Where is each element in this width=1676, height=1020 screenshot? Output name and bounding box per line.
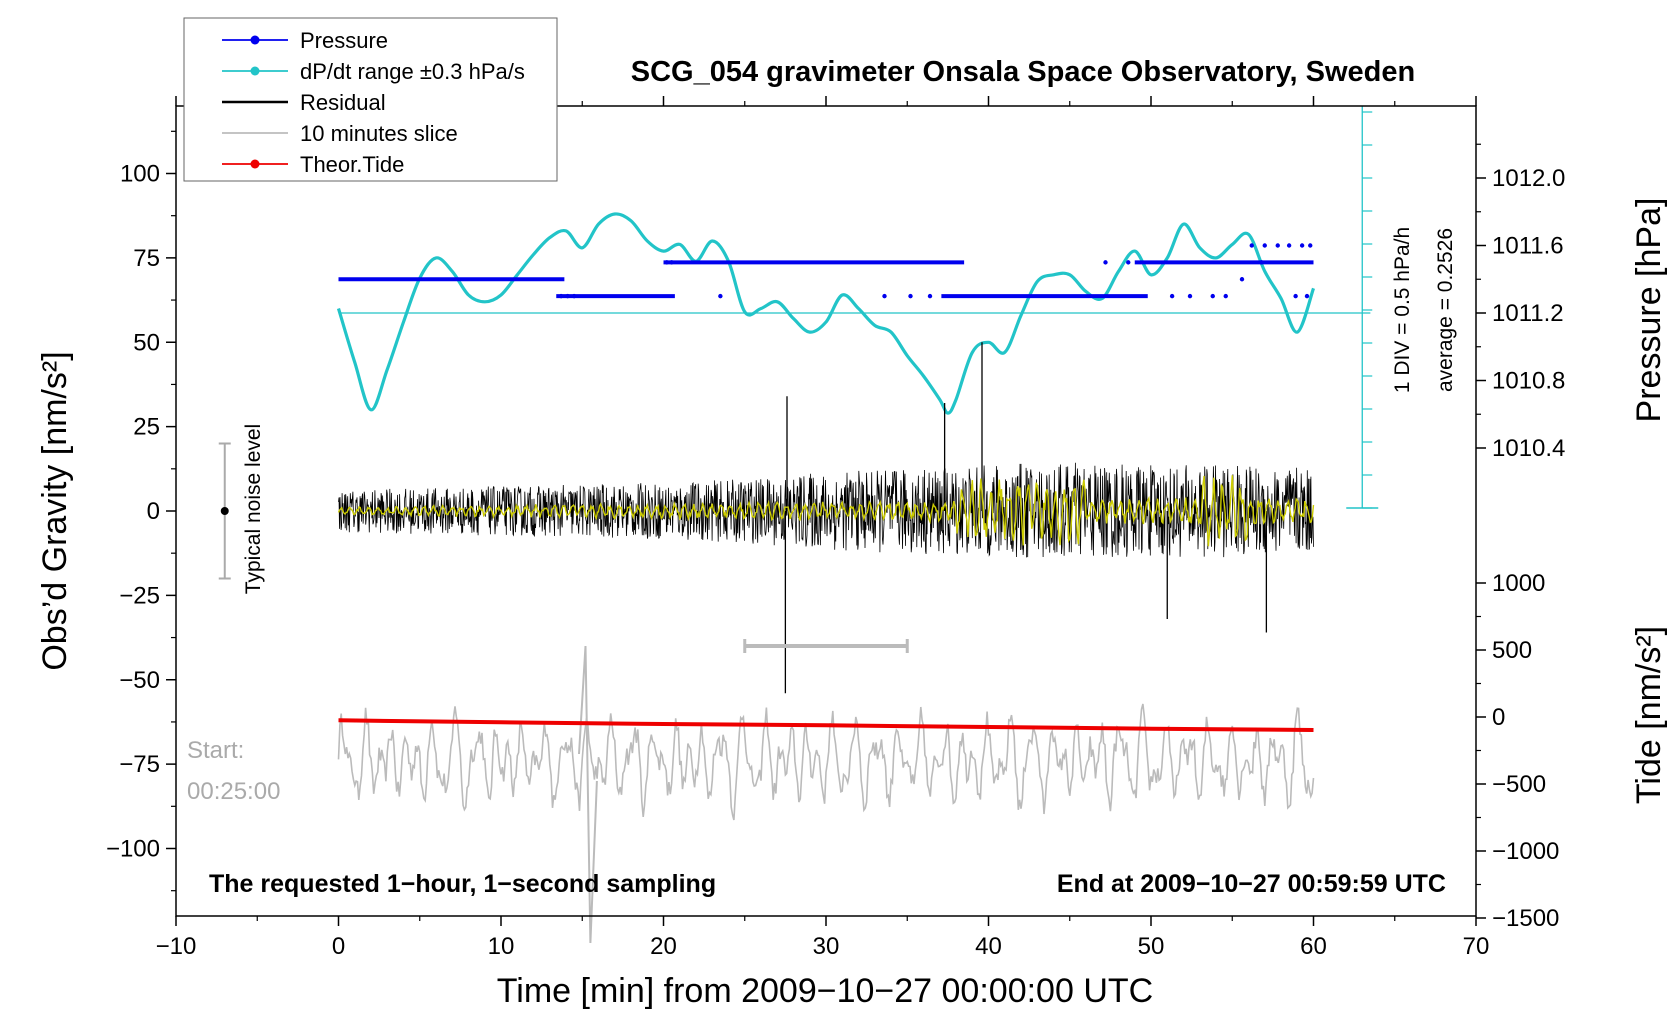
noise-level-label: Typical noise level	[242, 424, 265, 594]
pressure-dot	[1299, 243, 1305, 248]
pressure-dot	[1262, 243, 1267, 248]
x-tick-label: 60	[1300, 933, 1327, 960]
sampling-note: The requested 1−hour, 1−second sampling	[209, 870, 716, 898]
pressure-tick-label: 1012.0	[1492, 165, 1565, 192]
x-tick-label: 0	[332, 933, 345, 960]
y-axis-left-title: Obs’d Gravity [nm/s²]	[36, 351, 74, 670]
scale-div-label: 1 DIV = 0.5 hPa/h	[1391, 227, 1414, 393]
y-tick-label: −100	[106, 836, 160, 863]
y-tick-label: 25	[133, 414, 160, 441]
pressure-dot	[1249, 243, 1254, 248]
pressure-dot	[1308, 243, 1313, 248]
tide-series	[338, 718, 1314, 732]
x-tick-label: 30	[813, 933, 840, 960]
start-label: Start:	[187, 737, 244, 764]
residual-curve	[338, 462, 1314, 558]
legend-box	[183, 17, 558, 182]
tide-tick-label: −1500	[1492, 905, 1559, 932]
pressure-dot	[664, 260, 669, 265]
x-tick-label: 40	[975, 933, 1002, 960]
tide-tick-label: −1000	[1492, 838, 1559, 865]
pressure-dot	[1169, 293, 1175, 299]
pressure-dot	[1293, 293, 1298, 299]
scale-average-label: average = 0.2526	[1434, 228, 1457, 392]
tide-tick-label: 500	[1492, 637, 1532, 664]
y-tick-label: 0	[147, 498, 160, 525]
x-tick-label: 20	[650, 933, 677, 960]
residual-series	[338, 342, 1314, 694]
tide-tick-label: 1000	[1492, 570, 1545, 597]
annotations	[218, 442, 909, 653]
pressure-dot	[669, 260, 674, 265]
legend-dot	[250, 159, 260, 169]
pressure-dot	[1187, 293, 1193, 299]
axis-ticks: −10 0 10 20 30 40 50 60 701007550250−25−50−75−10…	[106, 96, 1565, 960]
slice-curve	[337, 703, 1315, 821]
y-axis-pressure-title: Pressure [hPa]	[1630, 198, 1668, 423]
pressure-dot	[558, 293, 564, 299]
filtered-residual-curve	[337, 475, 1315, 547]
start-time-label: 00:25:00	[187, 778, 280, 805]
noise-bar-center	[220, 507, 229, 515]
pressure-dot	[1259, 260, 1264, 265]
pressure-dot	[908, 293, 913, 299]
pressure-tick-label: 1010.4	[1492, 435, 1565, 462]
pressure-dot	[571, 293, 577, 299]
chart-title: SCG_054 gravimeter Onsala Space Observat…	[631, 56, 1415, 88]
tide-curve	[338, 718, 1314, 732]
y-tick-label: 75	[133, 245, 160, 272]
pressure-dot	[1210, 293, 1215, 299]
x-tick-label: −10	[156, 933, 197, 960]
pressure-tick-label: 1010.8	[1492, 368, 1565, 395]
legend-label: Pressure	[300, 28, 388, 53]
pressure-dot	[882, 293, 887, 299]
pressure-series	[338, 243, 1314, 299]
legend-label: Theor.Tide	[300, 152, 404, 177]
pressure-dot	[1223, 293, 1228, 299]
x-tick-label: 70	[1463, 933, 1490, 960]
pressure-dot	[565, 293, 570, 299]
dpdt-curve	[336, 212, 1316, 415]
end-time-note: End at 2009−10−27 00:59:59 UTC	[1057, 870, 1446, 898]
y-axis-tide-title: Tide [nm/s²]	[1630, 626, 1668, 804]
y-tick-label: −25	[119, 582, 160, 609]
x-tick-label: 10	[488, 933, 515, 960]
legend-label: Residual	[300, 90, 386, 115]
pressure-dot	[1126, 260, 1131, 265]
legend-label: dP/dt range ±0.3 hPa/s	[300, 59, 525, 84]
legend-dot	[250, 66, 260, 76]
pressure-dot	[1275, 243, 1280, 248]
y-tick-label: 100	[120, 161, 160, 188]
pressure-tick-label: 1011.2	[1492, 300, 1564, 327]
pressure-dot	[1103, 260, 1108, 265]
pressure-dot	[1239, 277, 1245, 282]
y-tick-label: −75	[119, 751, 160, 778]
legend: Pressure dP/dt range ±0.3 hPa/s Residual 10…	[183, 17, 558, 182]
pressure-dot	[718, 293, 723, 299]
pressure-dot	[927, 293, 933, 299]
filtered-residual-series	[337, 475, 1315, 547]
legend-label: 10 minutes slice	[300, 121, 458, 146]
tide-tick-label: 0	[1492, 704, 1505, 731]
tide-tick-label: −500	[1492, 771, 1546, 798]
x-axis-title: Time [min] from 2009−10−27 00:00:00 UTC	[497, 972, 1153, 1010]
pressure-tick-label: 1011.6	[1492, 233, 1564, 260]
x-tick-label: 50	[1138, 933, 1165, 960]
slice-series	[337, 645, 1315, 944]
y-tick-label: −50	[119, 667, 160, 694]
legend-dot	[250, 35, 260, 45]
pressure-dot	[1304, 293, 1310, 299]
pressure-dot	[1286, 243, 1292, 248]
dpdt-series	[336, 106, 1379, 509]
y-tick-label: 50	[133, 329, 160, 356]
slice-spike	[578, 645, 598, 944]
